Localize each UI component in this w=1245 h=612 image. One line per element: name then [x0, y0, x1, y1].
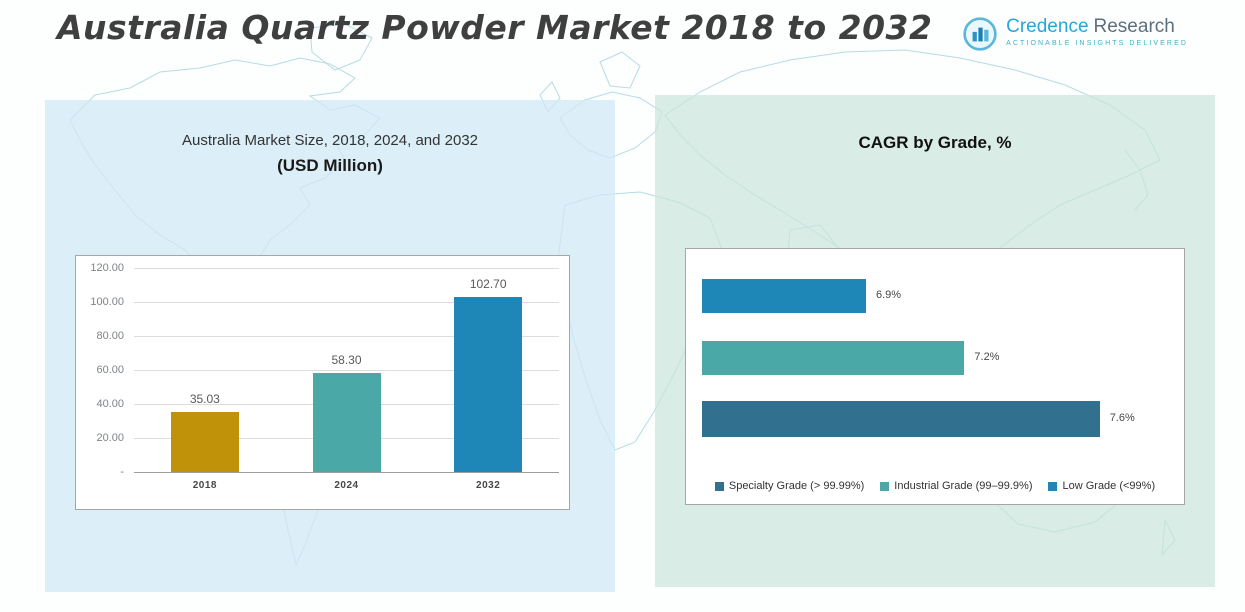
page-title: Australia Quartz Powder Market 2018 to 2…	[57, 8, 933, 47]
bar-2024	[312, 373, 381, 472]
gridline	[134, 472, 559, 473]
legend-item: Specialty Grade (> 99.99%)	[714, 480, 865, 492]
hbar-value-label: 7.6%	[1109, 412, 1135, 424]
cagr-legend: Specialty Grade (> 99.99%) Industrial Gra…	[686, 480, 1184, 492]
y-tick-label: -	[120, 466, 124, 478]
y-tick-label: 60.00	[96, 364, 124, 376]
cagr-chart: 6.9% 7.2% 7.6% Specialty Grade (> 99.99%) I…	[685, 248, 1185, 505]
x-category-label: 2032	[476, 480, 501, 491]
legend-label: Specialty Grade (> 99.99%)	[728, 480, 865, 492]
cagr-chart-plot: 6.9% 7.2% 7.6%	[702, 249, 1135, 454]
bar-value-label: 102.70	[469, 277, 507, 291]
y-tick-label: 100.00	[90, 296, 124, 308]
legend-swatch	[880, 481, 890, 491]
gridline	[134, 302, 559, 303]
left-chart-plot: 35.03 2018 58.30 2024 102.70 2032	[134, 256, 559, 509]
logo-tagline: Actionable Insights Delivered	[1006, 40, 1188, 47]
y-tick-label: 80.00	[96, 330, 124, 342]
bar-column-2018: 35.03 2018	[134, 268, 276, 491]
legend-item: Industrial Grade (99–99.9%)	[880, 480, 1032, 492]
gridline	[134, 370, 559, 371]
legend-swatch	[714, 481, 724, 491]
market-size-panel: Australia Market Size, 2018, 2024, and 2…	[45, 100, 615, 592]
y-tick-label: 40.00	[96, 398, 124, 410]
bar-column-2024: 58.30 2024	[276, 268, 418, 491]
hbar-value-label: 7.2%	[974, 351, 1000, 363]
logo-brand-name: Credence Research	[1006, 16, 1188, 38]
bar-2018	[170, 412, 239, 472]
market-size-chart: 120.00 100.00 80.00 60.00 40.00 20.00 - 35.03 2…	[75, 255, 570, 510]
market-size-chart-subtitle: (USD Million)	[277, 156, 383, 175]
cagr-chart-title: CAGR by Grade, %	[858, 133, 1012, 152]
bar-column-2032: 102.70 2032	[417, 268, 559, 491]
logo-brand-secondary: Research	[1093, 16, 1175, 37]
hbar-low-grade-99-	[702, 279, 866, 313]
left-chart-y-axis: 120.00 100.00 80.00 60.00 40.00 20.00 -	[76, 256, 134, 509]
gridline	[134, 268, 559, 269]
legend-label: Low Grade (<99%)	[1062, 480, 1156, 492]
bar-value-label: 35.03	[189, 392, 220, 406]
legend-swatch	[1048, 481, 1058, 491]
hbar-specialty-grade-99-99-	[702, 401, 1100, 437]
bar-2032	[454, 297, 523, 472]
y-tick-label: 120.00	[90, 262, 124, 274]
y-tick-label: 20.00	[96, 432, 124, 444]
credence-research-logo: Credence Research Actionable Insights Del…	[962, 16, 1188, 52]
bar-value-label: 58.30	[331, 353, 362, 367]
hbar-value-label: 6.9%	[876, 289, 902, 301]
logo-chart-icon	[963, 17, 997, 51]
gridline	[134, 336, 559, 337]
x-category-label: 2018	[192, 480, 217, 491]
cagr-panel: CAGR by Grade, % 6.9% 7.2% 7.6% Specialty …	[655, 95, 1215, 587]
hbar-industrial-grade-99-99-9-	[702, 341, 965, 375]
logo-brand-primary: Credence	[1006, 16, 1089, 37]
legend-item: Low Grade (<99%)	[1048, 480, 1155, 492]
x-category-label: 2024	[334, 480, 359, 491]
market-size-chart-title: Australia Market Size, 2018, 2024, and 2…	[181, 132, 479, 149]
legend-label: Industrial Grade (99–99.9%)	[894, 480, 1033, 492]
